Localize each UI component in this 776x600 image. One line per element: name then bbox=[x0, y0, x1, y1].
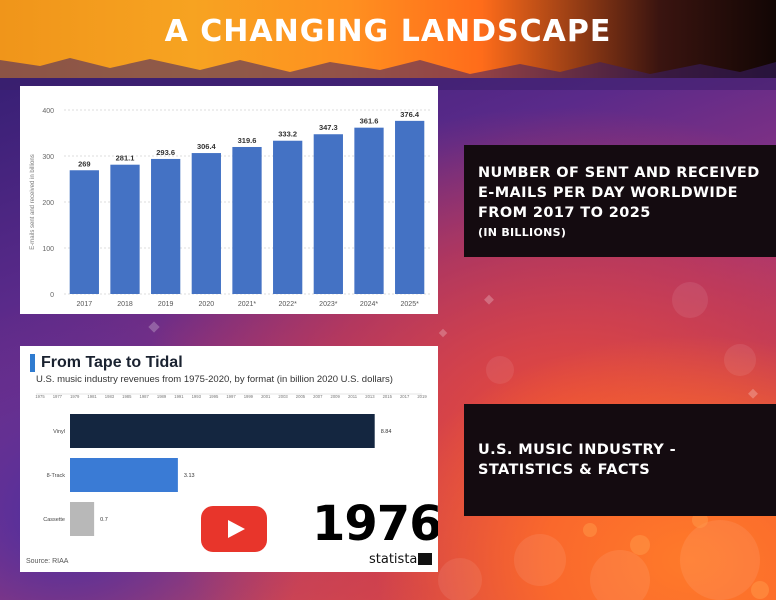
music-bar-chart: 1975 1977 1979 1981 1983 1985 1987 1989 1991 1993… bbox=[35, 393, 427, 536]
data-label: 361.6 bbox=[360, 117, 379, 126]
x-tick-label: 1991 bbox=[174, 394, 184, 399]
data-label: 3.13 bbox=[184, 473, 195, 479]
x-tick-label: 2020 bbox=[199, 301, 215, 308]
bar-2020 bbox=[191, 153, 221, 294]
category-label: 8-Track bbox=[47, 473, 66, 479]
data-label: 8.84 bbox=[381, 429, 392, 435]
data-label: 319.6 bbox=[238, 136, 257, 145]
x-tick-label: 2019 bbox=[158, 301, 174, 308]
category-label: Cassette bbox=[43, 517, 65, 523]
x-tick-label: 2022* bbox=[279, 301, 298, 308]
bar-2017 bbox=[69, 170, 99, 294]
statista-logo-icon bbox=[418, 553, 432, 565]
bar-8-track bbox=[70, 458, 178, 492]
youtube-play-button[interactable] bbox=[201, 506, 267, 552]
music-chart-subtitle: U.S. music industry revenues from 1975-2… bbox=[36, 374, 393, 385]
email-bar-chart: 0 100 200 300 400 269 2017 281.1 2018 293.6 2019 30… bbox=[30, 108, 430, 308]
x-tick-label: 1975 bbox=[35, 394, 45, 399]
bar-2025* bbox=[395, 120, 425, 294]
data-label: 0.7 bbox=[100, 517, 108, 523]
x-tick-label: 2019 bbox=[417, 394, 427, 399]
y-tick-label: 0 bbox=[50, 292, 54, 299]
page-title: A CHANGING LANDSCAPE bbox=[164, 14, 612, 49]
x-tick-label: 1977 bbox=[53, 394, 63, 399]
data-label: 376.4 bbox=[400, 110, 420, 119]
x-tick-label: 1997 bbox=[226, 394, 236, 399]
data-label: 293.6 bbox=[156, 148, 175, 157]
data-label: 281.1 bbox=[116, 154, 135, 163]
data-label: 347.3 bbox=[319, 123, 338, 132]
data-label: 269 bbox=[78, 159, 91, 168]
x-tick-label: 1989 bbox=[157, 394, 167, 399]
x-tick-label: 1979 bbox=[70, 394, 80, 399]
bar-2023* bbox=[313, 134, 343, 294]
category-label: Vinyl bbox=[53, 429, 65, 435]
x-tick-label: 2023* bbox=[319, 301, 338, 308]
x-tick-label: 2017 bbox=[400, 394, 410, 399]
email-chart-panel: 0 100 200 300 400 269 2017 281.1 2018 293.6 2019 30… bbox=[20, 86, 438, 314]
x-tick-label: 1999 bbox=[244, 394, 254, 399]
bar-2024* bbox=[354, 127, 384, 294]
bar-2018 bbox=[110, 164, 140, 294]
x-tick-label: 1981 bbox=[87, 394, 97, 399]
torn-edge bbox=[0, 58, 776, 90]
bar-2022* bbox=[273, 140, 303, 294]
x-tick-label: 2018 bbox=[117, 301, 133, 308]
x-tick-label: 2017 bbox=[77, 301, 93, 308]
video-year-label: 1976 bbox=[312, 496, 438, 552]
header-band bbox=[0, 0, 776, 90]
bar-2021* bbox=[232, 146, 262, 294]
x-tick-label: 2009 bbox=[331, 394, 341, 399]
x-tick-label: 2021* bbox=[238, 301, 257, 308]
bar-2019 bbox=[151, 158, 181, 294]
music-chart-source: Source: RIAA bbox=[26, 558, 69, 565]
x-tick-label: 1995 bbox=[209, 394, 219, 399]
x-tick-label: 2001 bbox=[261, 394, 271, 399]
email-stat-caption: NUMBER OF SENT AND RECEIVED E-MAILS PER … bbox=[464, 145, 776, 257]
x-tick-label: 1987 bbox=[140, 394, 150, 399]
y-axis-label: E-mails sent and received in billions bbox=[30, 154, 36, 249]
music-chart-title: From Tape to Tidal bbox=[30, 354, 183, 372]
bar-vinyl bbox=[70, 414, 375, 448]
x-tick-label: 1985 bbox=[122, 394, 132, 399]
bar-cassette bbox=[70, 502, 95, 536]
data-label: 333.2 bbox=[278, 130, 297, 139]
y-tick-label: 400 bbox=[42, 108, 54, 115]
y-tick-label: 200 bbox=[42, 200, 54, 207]
y-tick-label: 300 bbox=[42, 154, 54, 161]
x-tick-label: 2011 bbox=[348, 394, 358, 399]
data-label: 306.4 bbox=[197, 142, 217, 151]
statista-logo-text: statista bbox=[369, 552, 418, 567]
play-icon bbox=[228, 520, 245, 538]
x-tick-label: 2025* bbox=[401, 301, 420, 308]
x-tick-label: 2013 bbox=[365, 394, 375, 399]
x-tick-label: 2003 bbox=[278, 394, 288, 399]
x-tick-label: 1993 bbox=[192, 394, 202, 399]
x-tick-label: 2024* bbox=[360, 301, 379, 308]
music-stat-caption: U.S. MUSIC INDUSTRY - STATISTICS & FACTS bbox=[464, 404, 776, 516]
music-video-panel[interactable]: From Tape to Tidal U.S. music industry r… bbox=[20, 346, 438, 572]
x-tick-label: 2007 bbox=[313, 394, 323, 399]
music-caption-title: U.S. MUSIC INDUSTRY - STATISTICS & FACTS bbox=[478, 442, 677, 478]
y-tick-label: 100 bbox=[42, 246, 54, 253]
email-caption-title: NUMBER OF SENT AND RECEIVED E-MAILS PER … bbox=[478, 165, 760, 221]
x-tick-label: 1983 bbox=[105, 394, 115, 399]
x-tick-label: 2005 bbox=[296, 394, 306, 399]
x-tick-label: 2015 bbox=[383, 394, 393, 399]
email-caption-unit: (IN BILLIONS) bbox=[478, 226, 567, 239]
